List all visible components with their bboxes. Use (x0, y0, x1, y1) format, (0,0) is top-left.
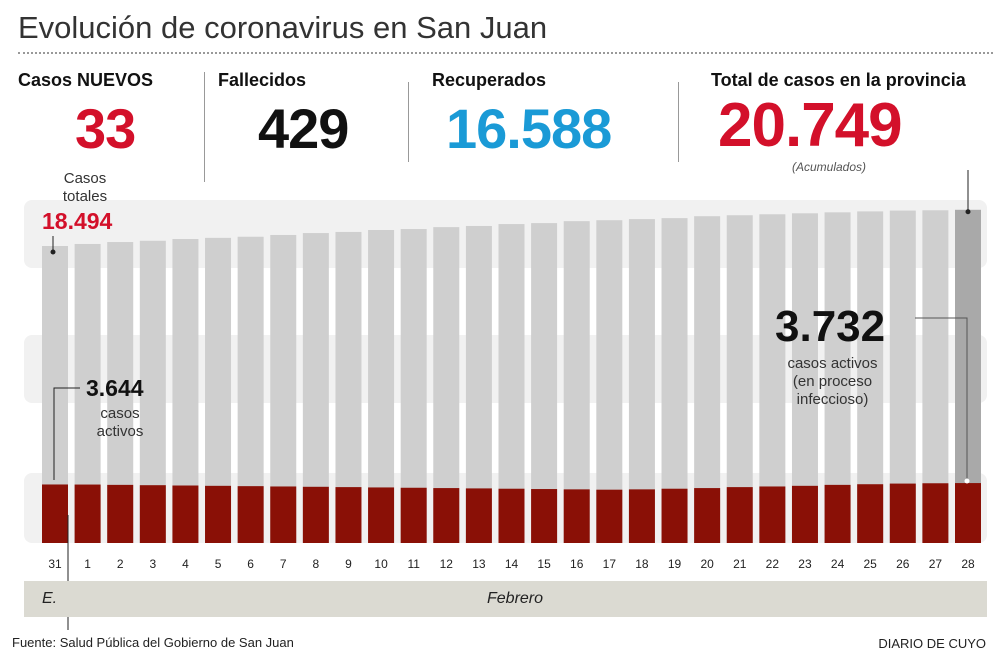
bar-total-17 (596, 220, 623, 543)
bar-active-6 (237, 486, 264, 543)
tick-label: 2 (117, 557, 124, 571)
activos-last-value: 3.732 (775, 302, 886, 351)
tick-label: 3 (149, 557, 156, 571)
tick-label: 23 (798, 557, 812, 571)
bar-active-10 (368, 487, 395, 543)
bar-active-24 (824, 484, 851, 543)
totales-value: 18.494 (42, 208, 113, 234)
totales-label: Casos totales (50, 170, 120, 206)
bar-active-4 (172, 485, 199, 543)
bar-active-26 (889, 483, 916, 543)
activos-last-label: casos activos (en proceso infeccioso) (770, 355, 895, 409)
activos-first-label: casos activos (80, 405, 160, 441)
total-note: (Acumulados) (792, 160, 867, 174)
bar-active-15 (531, 489, 558, 543)
chart-title: Evolución de coronavirus en San Juan (18, 10, 548, 45)
tick-label: 4 (182, 557, 189, 571)
tick-label: 27 (929, 557, 943, 571)
totales-line2: totales (62, 188, 108, 205)
bar-total-18 (628, 219, 655, 544)
tick-label: 21 (733, 557, 747, 571)
source: Fuente: Salud Pública del Gobierno de Sa… (12, 635, 294, 650)
bar-active-19 (661, 488, 688, 543)
bar-active-22 (759, 486, 786, 543)
activos-first-line2: activos (96, 423, 144, 440)
bar-active-23 (791, 485, 818, 543)
tick-label: 15 (537, 557, 551, 571)
month-band: E. Febrero (24, 581, 987, 617)
fallecidos-value: 429 (258, 97, 349, 160)
title-divider (18, 52, 993, 54)
tick-label: 11 (407, 557, 420, 571)
nuevos-value: 33 (75, 97, 136, 160)
bar-active-13 (465, 488, 492, 543)
leader-line (915, 317, 968, 481)
bar-active-1 (74, 484, 101, 543)
bar-active-9 (335, 487, 362, 543)
bar-active-16 (563, 489, 590, 543)
marker-dot (965, 209, 971, 215)
tick-label: 12 (440, 557, 454, 571)
total-value: 20.749 (718, 91, 903, 160)
recuperados-label: Recuperados (432, 70, 547, 90)
tick-label: 18 (635, 557, 649, 571)
tick-label: 5 (215, 557, 222, 571)
tick-label: 31 (48, 557, 62, 571)
tick-label: 14 (505, 557, 519, 571)
tick-label: 7 (280, 557, 287, 571)
bar-active-3 (139, 485, 166, 543)
tick-label: 17 (603, 557, 617, 571)
totales-line1: Casos (63, 170, 107, 187)
separator (204, 72, 205, 182)
fallecidos-label: Fallecidos (218, 70, 307, 90)
separator (408, 82, 409, 162)
bar-active-7 (270, 486, 297, 543)
bar-active-25 (857, 484, 884, 543)
bar-active-20 (694, 488, 721, 543)
bar-active-21 (726, 487, 753, 543)
bar-active-11 (400, 487, 427, 543)
bar-active-27 (922, 483, 949, 543)
activos-last-line1: casos activos (787, 355, 878, 372)
bar-active-18 (628, 489, 655, 543)
tick-label: 10 (374, 557, 388, 571)
nuevos-label: Casos NUEVOS (18, 70, 154, 90)
tick-label: 1 (84, 557, 91, 571)
tick-label: 13 (472, 557, 486, 571)
bar-active-2 (107, 484, 134, 543)
tick-label: 28 (961, 557, 975, 571)
brand: DIARIO DE CUYO (878, 636, 986, 651)
tick-label: 8 (313, 557, 320, 571)
activos-first-line1: casos (100, 405, 140, 422)
month-enero: E. (42, 590, 58, 607)
leader-line (53, 387, 80, 480)
tick-label: 6 (247, 557, 254, 571)
tick-label: 24 (831, 557, 845, 571)
activos-first-value: 3.644 (86, 375, 144, 401)
bar-active-8 (302, 486, 329, 543)
activos-last-line3: infeccioso) (796, 391, 869, 408)
activos-last-line2: (en proceso (792, 373, 873, 390)
tick-label: 19 (668, 557, 682, 571)
recuperados-value: 16.588 (446, 97, 612, 160)
separator (678, 82, 679, 162)
total-label: Total de casos en la provincia (711, 70, 966, 90)
bar-active-31 (42, 484, 68, 543)
tick-label: 25 (863, 557, 877, 571)
month-febrero: Febrero (487, 590, 544, 607)
bar-active-17 (596, 489, 623, 543)
tick-label: 9 (345, 557, 352, 571)
bar-active-12 (433, 488, 460, 543)
tick-label: 22 (766, 557, 780, 571)
tick-label: 26 (896, 557, 910, 571)
marker-dot (964, 478, 970, 484)
bar-active-5 (205, 485, 232, 543)
tick-label: 20 (700, 557, 714, 571)
bar-active-14 (498, 488, 525, 543)
tick-label: 16 (570, 557, 584, 571)
bar-active-28 (955, 483, 981, 543)
